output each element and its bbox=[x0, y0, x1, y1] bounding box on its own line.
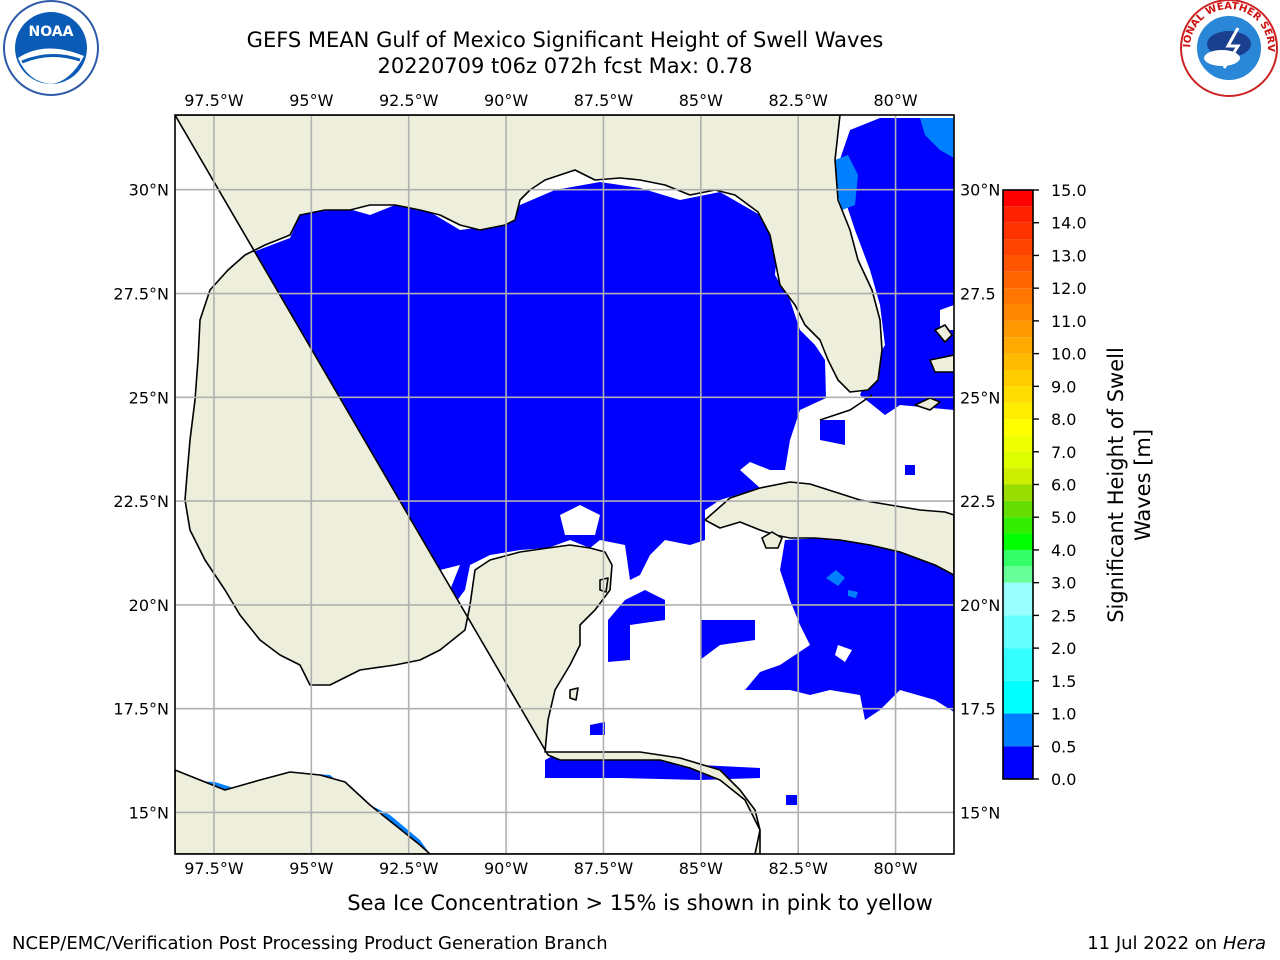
lat-tick-label-right: 20°N bbox=[960, 596, 1000, 615]
lon-tick-label-bottom: 90°W bbox=[484, 859, 528, 878]
colorbar-tick-label: 3.0 bbox=[1051, 574, 1076, 593]
lon-tick-label-top: 92.5°W bbox=[379, 91, 439, 110]
colorbar-segment bbox=[1003, 337, 1033, 354]
land-isle-of-youth bbox=[761, 531, 783, 549]
colorbar-tick-label: 4.0 bbox=[1051, 541, 1076, 560]
colorbar: 0.0 0.5 1.0 1.5 2.0 2.5 3.0 4.0 5.0 6.0 7.0 8.0 9.0 1… bbox=[1002, 181, 1155, 789]
colorbar-segment bbox=[1003, 533, 1033, 550]
colorbar-tick-label: 13.0 bbox=[1051, 246, 1087, 265]
colorbar-segment bbox=[1003, 255, 1033, 272]
colorbar-label-line1: Significant Height of Swell bbox=[1104, 347, 1128, 623]
colorbar-tick-label: 5.0 bbox=[1051, 508, 1076, 527]
colorbar-segment bbox=[1003, 680, 1033, 714]
lon-tick-label-bottom: 92.5°W bbox=[379, 859, 439, 878]
lon-tick-label-top: 95°W bbox=[289, 91, 333, 110]
colorbar-segment bbox=[1003, 419, 1033, 436]
colorbar-segment bbox=[1003, 582, 1033, 616]
colorbar-segment bbox=[1003, 746, 1033, 779]
colorbar-tick-label: 10.0 bbox=[1051, 345, 1087, 364]
credit-left: NCEP/EMC/Verification Post Processing Pr… bbox=[12, 933, 608, 954]
colorbar-segment bbox=[1003, 549, 1033, 567]
colorbar-tick-label: 2.0 bbox=[1051, 639, 1076, 658]
lon-tick-label-top: 82.5°W bbox=[768, 91, 828, 110]
colorbar-tick-label: 0.0 bbox=[1051, 770, 1076, 789]
colorbar-tick-label: 9.0 bbox=[1051, 377, 1076, 396]
lat-tick-label-left: 25°N bbox=[129, 388, 169, 407]
lat-tick-label-left: 27.5°N bbox=[113, 285, 169, 304]
colorbar-segment bbox=[1003, 206, 1033, 223]
colorbar-segment bbox=[1003, 435, 1033, 452]
lat-tick-label-right: 27.5 bbox=[960, 285, 996, 304]
land-north-america bbox=[175, 115, 883, 854]
map-panel bbox=[175, 115, 954, 854]
svg-text:NATIONAL WEATHER SERVICE: NATIONAL WEATHER SERVICE bbox=[0, 0, 1276, 52]
colorbar-segment bbox=[1003, 369, 1033, 387]
colorbar-segment bbox=[1003, 320, 1033, 338]
colorbar-tick-label: 6.0 bbox=[1051, 476, 1076, 495]
noaa-logo: NOAA bbox=[3, 0, 99, 96]
colorbar-segment bbox=[1003, 239, 1033, 256]
colorbar-segment bbox=[1003, 517, 1033, 534]
colorbar-label-line2: Waves [m] bbox=[1131, 429, 1155, 541]
date-text: 11 Jul 2022 on bbox=[1087, 933, 1223, 954]
colorbar-tick-label: 7.0 bbox=[1051, 443, 1076, 462]
colorbar-tick-label: 1.5 bbox=[1051, 672, 1076, 691]
lon-tick-label-top: 80°W bbox=[873, 91, 917, 110]
colorbar-tick-label: 12.0 bbox=[1051, 279, 1087, 298]
lat-tick-label-left: 15°N bbox=[129, 803, 169, 822]
lon-tick-label-bottom: 80°W bbox=[873, 859, 917, 878]
colorbar-segment bbox=[1003, 271, 1033, 289]
colorbar-tick-label: 1.0 bbox=[1051, 705, 1076, 724]
national-weather-service-logo: NATIONAL WEATHER SERVICE bbox=[0, 0, 1278, 97]
lon-tick-label-top: 87.5°W bbox=[574, 91, 634, 110]
colorbar-segment bbox=[1003, 190, 1033, 207]
lat-tick-label-right: 15°N bbox=[960, 803, 1000, 822]
lat-tick-label-left: 22.5°N bbox=[113, 492, 169, 511]
colorbar-segment bbox=[1003, 222, 1033, 240]
colorbar-segment bbox=[1003, 615, 1033, 649]
svg-text:NOAA: NOAA bbox=[29, 24, 74, 40]
colorbar-tick-label: 8.0 bbox=[1051, 410, 1076, 429]
chart-title-line1: GEFS MEAN Gulf of Mexico Significant Hei… bbox=[246, 28, 884, 52]
lat-tick-label-right: 22.5 bbox=[960, 492, 996, 511]
colorbar-segment bbox=[1003, 386, 1033, 403]
colorbar-tick-label: 14.0 bbox=[1051, 214, 1087, 233]
map-frame bbox=[174, 114, 955, 855]
host-name: Hera bbox=[1222, 933, 1266, 954]
colorbar-segment bbox=[1003, 713, 1033, 747]
credit-date: 11 Jul 2022 on Hera bbox=[1087, 933, 1266, 954]
chart-title-line2: 20220709 t06z 072h fcst Max: 0.78 bbox=[377, 54, 753, 78]
lat-tick-label-left: 30°N bbox=[129, 181, 169, 200]
sea-ice-note: Sea Ice Concentration > 15% is shown in … bbox=[347, 891, 933, 915]
colorbar-segment bbox=[1003, 288, 1033, 305]
lon-tick-label-top: 85°W bbox=[679, 91, 723, 110]
lat-tick-label-left: 20°N bbox=[129, 596, 169, 615]
colorbar-tick-label: 11.0 bbox=[1051, 312, 1087, 331]
lon-tick-label-bottom: 82.5°W bbox=[768, 859, 828, 878]
lat-tick-label-right: 30°N bbox=[960, 181, 1000, 200]
colorbar-segment bbox=[1003, 484, 1033, 501]
lat-tick-label-right: 25°N bbox=[960, 388, 1000, 407]
lat-tick-label-right: 17.5 bbox=[960, 700, 996, 719]
colorbar-segment bbox=[1003, 566, 1033, 583]
colorbar-tick-label: 2.5 bbox=[1051, 606, 1076, 625]
lon-tick-label-bottom: 95°W bbox=[289, 859, 333, 878]
colorbar-segment bbox=[1003, 353, 1033, 370]
lon-tick-label-bottom: 85°W bbox=[679, 859, 723, 878]
lon-tick-label-top: 97.5°W bbox=[184, 91, 244, 110]
colorbar-segment bbox=[1003, 500, 1033, 518]
colorbar-segment bbox=[1003, 648, 1033, 681]
lon-tick-label-top: 90°W bbox=[484, 91, 528, 110]
lon-tick-label-bottom: 87.5°W bbox=[574, 859, 634, 878]
colorbar-tick-label: 0.5 bbox=[1051, 737, 1076, 756]
colorbar-segment bbox=[1003, 468, 1033, 485]
lon-tick-label-bottom: 97.5°W bbox=[184, 859, 244, 878]
colorbar-segment bbox=[1003, 402, 1033, 420]
colorbar-segment bbox=[1003, 304, 1033, 321]
colorbar-segment bbox=[1003, 451, 1033, 469]
colorbar-tick-label: 15.0 bbox=[1051, 181, 1087, 200]
lat-tick-label-left: 17.5°N bbox=[113, 700, 169, 719]
